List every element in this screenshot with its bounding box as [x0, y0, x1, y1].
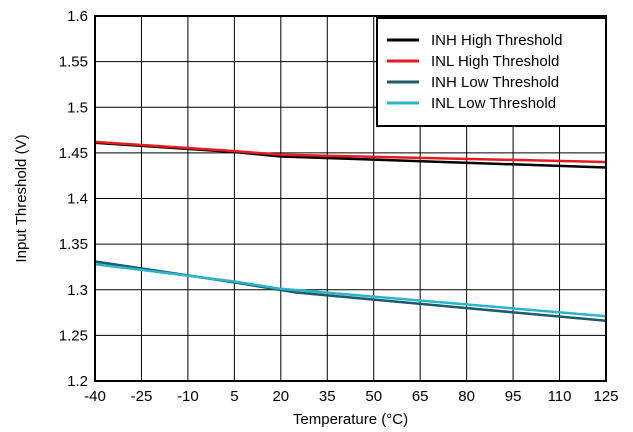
legend-box — [376, 17, 607, 127]
y-tick-label: 1.45 — [59, 145, 88, 162]
x-tick-label: 35 — [319, 388, 336, 405]
legend-label: INL High Threshold — [431, 53, 559, 70]
x-axis-label: Temperature (°C) — [293, 411, 408, 428]
x-tick-label: -10 — [177, 388, 199, 405]
series-line — [94, 140, 607, 164]
legend-label: INH High Threshold — [431, 32, 562, 49]
legend: INH High Threshold INL High Threshold INH … — [376, 17, 607, 127]
x-tick-label: -25 — [131, 388, 153, 405]
x-axis-ticks: -40 -25 -10 5 20 35 50 65 80 95 110 125 — [84, 388, 618, 405]
x-tick-label: 50 — [365, 388, 382, 405]
x-tick-label: 80 — [458, 388, 475, 405]
y-tick-label: 1.25 — [59, 327, 88, 344]
y-tick-label: 1.2 — [67, 373, 88, 390]
y-tick-label: 1.5 — [67, 99, 88, 116]
y-tick-label: 1.55 — [59, 54, 88, 71]
y-tick-label: 1.6 — [67, 8, 88, 25]
plot-series — [94, 140, 607, 323]
y-tick-label: 1.4 — [67, 191, 88, 208]
y-tick-label: 1.3 — [67, 282, 88, 299]
x-tick-label: 20 — [272, 388, 289, 405]
x-tick-label: 110 — [548, 388, 572, 405]
series-line — [94, 260, 607, 323]
x-tick-label: 5 — [230, 388, 238, 405]
y-axis-label: Input Threshold (V) — [13, 134, 30, 262]
x-tick-label: -40 — [84, 388, 106, 405]
x-tick-label: 65 — [412, 388, 429, 405]
x-tick-label: 95 — [505, 388, 522, 405]
legend-label: INL Low Threshold — [431, 95, 556, 112]
legend-label: INH Low Threshold — [431, 74, 559, 91]
series-line — [94, 262, 607, 318]
plot-area — [94, 15, 607, 382]
y-tick-label: 1.35 — [59, 236, 88, 253]
y-axis-ticks: 1.2 1.25 1.3 1.35 1.4 1.45 1.5 1.55 1.6 — [59, 8, 88, 390]
x-tick-label: 125 — [593, 388, 618, 405]
